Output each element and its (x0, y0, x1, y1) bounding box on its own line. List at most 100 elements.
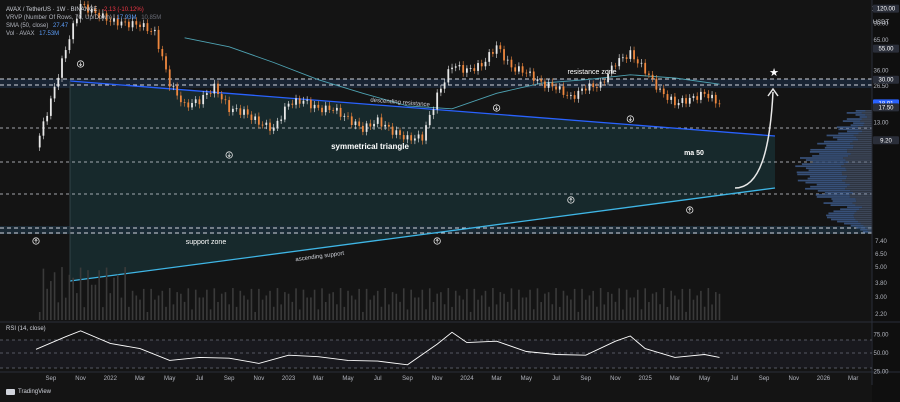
sma-label[interactable]: SMA (50, close) (6, 23, 49, 29)
volume-bar (102, 307, 104, 320)
candle-body (473, 68, 476, 71)
candle-body (209, 93, 212, 94)
header-line-1: AVAX / TetherUS · 1W · BINANCE -2.13 (-1… (6, 6, 147, 14)
time-tick-label: Jul (196, 376, 204, 382)
volume-bar (235, 306, 238, 320)
candle-body (94, 8, 97, 13)
time-tick-label: Jul (731, 376, 739, 382)
candle-body (146, 23, 149, 32)
volume-bar (640, 309, 643, 320)
volume-bar (625, 289, 628, 320)
volume-bar (666, 306, 669, 320)
volume-profile-bar-down (847, 185, 872, 188)
volume-bar (94, 284, 97, 320)
candle-body (131, 21, 134, 28)
volume-profile-bar-up (812, 155, 849, 157)
volume-bar (332, 292, 334, 320)
volume-bar (209, 309, 212, 320)
volume-bar (90, 284, 93, 320)
volume-bar (135, 295, 138, 320)
candle-body (488, 52, 491, 62)
volume-bar (376, 290, 379, 320)
candle-body (525, 72, 528, 74)
candle-body (410, 135, 413, 141)
candle-body (127, 21, 130, 28)
volume-bars (38, 267, 721, 320)
volume-bar (362, 311, 364, 320)
volume-bar (220, 293, 223, 320)
candle-body (79, 3, 82, 19)
sma-value: 27.47 (53, 23, 69, 29)
candle-body (477, 63, 479, 71)
footer-brand[interactable]: TradingView (6, 389, 51, 395)
volume-profile-bar-up (819, 153, 851, 155)
candle-body (179, 95, 182, 103)
candle-body (250, 114, 253, 120)
volume-profile-bar-down (854, 216, 872, 219)
rsi-tick-label: 50.00 (873, 351, 889, 357)
volume-bar (696, 295, 698, 320)
vrvp-label[interactable]: VRVP (Number Of Rows, 70, Up/Down) (6, 15, 112, 21)
candle-body (599, 81, 602, 88)
rsi-band (0, 340, 872, 368)
candle-body (321, 107, 323, 113)
volume-bar (243, 295, 245, 320)
candle-body (543, 81, 546, 88)
candle-body (610, 65, 613, 74)
candle-body (380, 117, 383, 127)
rsi-line (35, 330, 720, 366)
price-tick-label: 2.20 (875, 312, 887, 318)
candle-body (90, 8, 93, 13)
candle-body (298, 98, 301, 104)
candles (38, 0, 721, 151)
volume-bar (291, 301, 294, 320)
time-axis[interactable]: Sep Nov 2022 Mar May Jul Sep Nov 2023 Mar May Jul Se… (46, 376, 859, 382)
candle-body (124, 21, 127, 23)
volume-bar (72, 277, 74, 320)
price-axis[interactable]: 300.00220.00160.00120.0090.0065.0055.003… (872, 0, 899, 318)
pivot-markers (32, 60, 694, 245)
volume-bar (562, 290, 565, 320)
volume-bar (718, 293, 721, 320)
volume-bar (128, 306, 130, 320)
symbol-title[interactable]: AVAX / TetherUS · 1W · BINANCE (6, 7, 98, 13)
volume-bar (287, 293, 290, 320)
time-tick-label: 2026 (817, 376, 831, 382)
candle-body (328, 105, 331, 110)
volume-profile-bar-down (848, 155, 872, 157)
volume-profile-bar-down (858, 132, 872, 135)
candle-body (685, 98, 687, 104)
time-tick-label: Mar (670, 376, 680, 382)
time-tick-label: Jul (552, 376, 560, 382)
volume-bar (443, 304, 446, 320)
time-tick-label: Mar (848, 376, 858, 382)
volume-profile-bar-down (845, 187, 872, 190)
volume-bar (406, 309, 409, 320)
volume-bar (503, 293, 505, 320)
volume-bar (622, 309, 624, 320)
volume-bar (447, 288, 450, 320)
candle-body (161, 48, 164, 57)
candle-body (369, 123, 372, 127)
candle-body (439, 88, 442, 93)
volume-bar (484, 290, 487, 320)
candle-body (633, 50, 635, 60)
volume-profile-bar-down (859, 208, 872, 211)
candle-body (228, 100, 231, 113)
candle-body (283, 106, 286, 120)
candle-body (313, 104, 316, 109)
volume-profile-bar-up (838, 132, 859, 135)
volume-profile-bar-down (858, 128, 872, 131)
candle-body (335, 107, 338, 111)
price-change: -2.13 (-10.12%) (102, 7, 144, 13)
candle-body (529, 71, 531, 73)
volume-profile-bar-up (828, 212, 855, 215)
candle-body (213, 83, 216, 94)
candle-body (101, 13, 104, 18)
marker-circle (225, 151, 233, 159)
volume-profile-bar-down (855, 198, 872, 200)
vol-label[interactable]: Vol · AVAX (6, 31, 35, 37)
volume-profile-bar-up (816, 183, 850, 186)
volume-bar (577, 311, 580, 320)
